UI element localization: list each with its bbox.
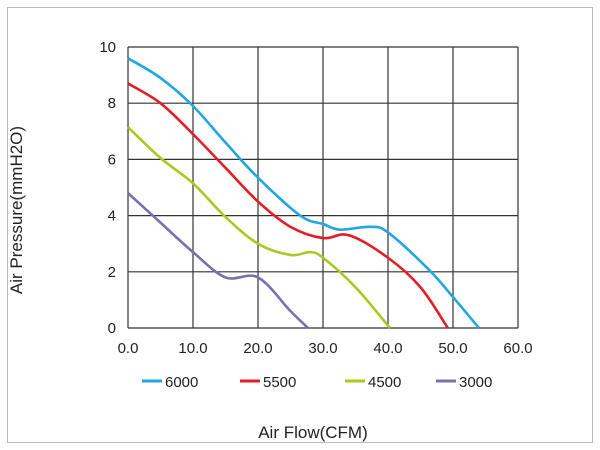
series-line-5500 <box>127 82 449 329</box>
x-tick-label: 30.0 <box>308 340 337 357</box>
x-tick-label: 0.0 <box>118 340 139 357</box>
legend: 6000 5500 4500 3000 <box>142 374 492 391</box>
x-tick-label: 20.0 <box>243 340 272 357</box>
x-axis-label: Air Flow(CFM) <box>258 423 368 442</box>
chart-frame <box>7 7 593 443</box>
series-line-4500 <box>127 126 391 329</box>
y-tick-label: 8 <box>108 95 116 112</box>
tick-labels: 0.0 10.0 20.0 30.0 40.0 50.0 60.0 0 2 4 6 8 10 <box>99 39 532 357</box>
y-tick-label: 10 <box>99 39 116 56</box>
legend-label-3000: 3000 <box>459 374 492 391</box>
x-tick-label: 10.0 <box>178 340 207 357</box>
legend-label-6000: 6000 <box>165 374 198 391</box>
x-tick-label: 50.0 <box>438 340 467 357</box>
y-tick-label: 4 <box>108 208 116 225</box>
legend-label-5500: 5500 <box>263 374 296 391</box>
series-lines <box>127 57 480 329</box>
grid <box>127 46 519 329</box>
x-tick-label: 40.0 <box>373 340 402 357</box>
series-line-6000 <box>127 57 480 329</box>
y-tick-label: 6 <box>108 151 116 168</box>
y-tick-label: 2 <box>108 264 116 281</box>
x-tick-label: 60.0 <box>503 340 532 357</box>
y-axis-label: Air Pressure(mmH2O) <box>7 126 26 294</box>
series-line-3000 <box>127 192 309 329</box>
legend-label-4500: 4500 <box>368 374 401 391</box>
y-tick-label: 0 <box>108 320 116 337</box>
